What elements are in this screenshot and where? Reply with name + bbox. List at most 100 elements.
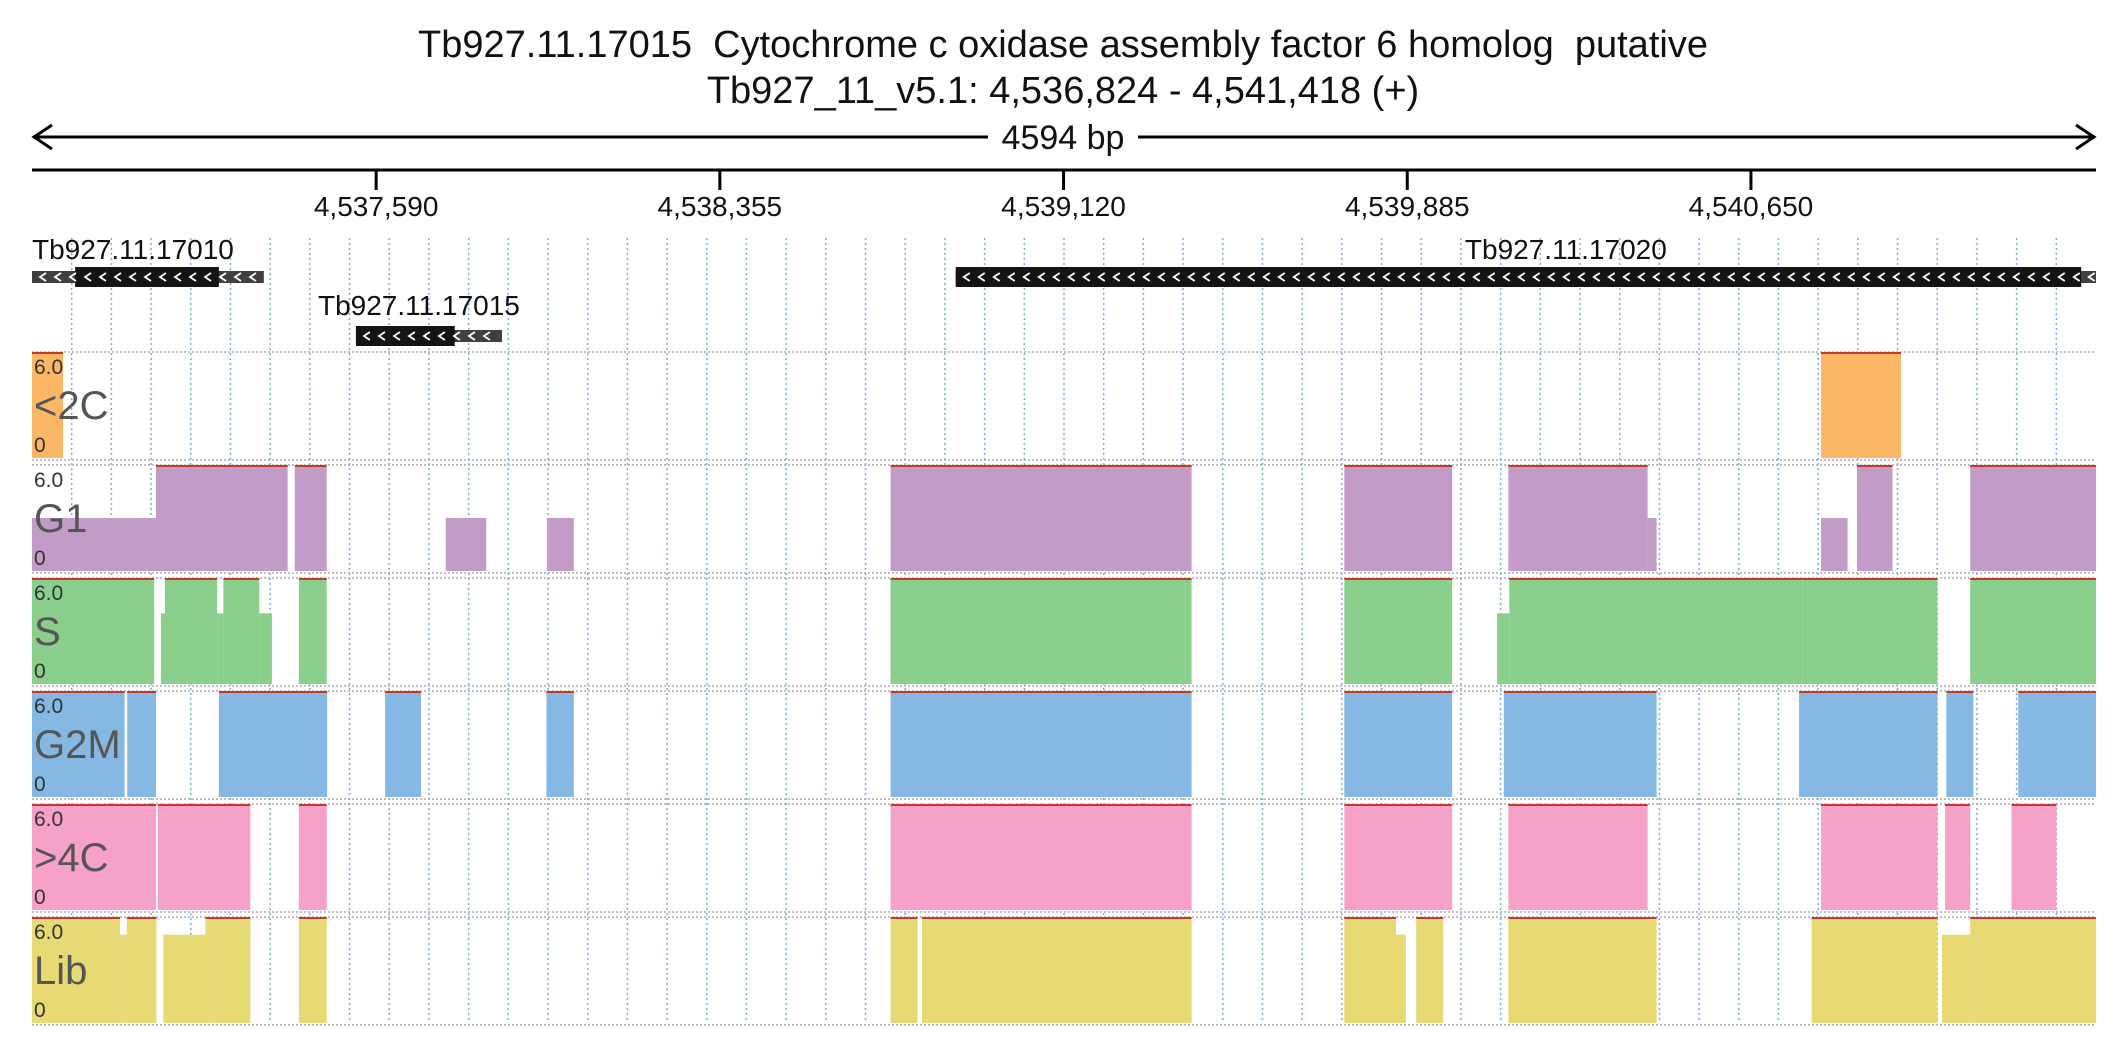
gene-strand-arrow (113, 272, 122, 282)
gene-strand-arrow (1457, 272, 1466, 282)
gene-strand-arrow (1952, 272, 1961, 282)
coverage-bar (156, 465, 201, 571)
gene-strand-arrow (1217, 272, 1226, 282)
gene-strand-arrow (1802, 272, 1811, 282)
span-arrow-right-head (2075, 123, 2097, 151)
coverage-bar (890, 691, 1192, 797)
gene-strand-arrow (1427, 272, 1436, 282)
span-arrow-left-head (31, 123, 53, 151)
gene-strand-arrow (1202, 272, 1211, 282)
gene-strand-arrow (1997, 272, 2006, 282)
gene-strand-arrow (248, 272, 257, 282)
coverage-bar (1497, 613, 1510, 684)
ruler-tick-label: 4,538,355 (658, 191, 783, 222)
gene-strand-arrow (1352, 272, 1361, 282)
gene-strand-arrow (1577, 272, 1586, 282)
gene-strand-arrow (1757, 272, 1766, 282)
coverage-bar (1344, 917, 1397, 1023)
span-label-bg (988, 120, 1138, 154)
gene-strand-arrow (467, 331, 476, 341)
coverage-bar (32, 917, 121, 1023)
gene-strand-arrow (203, 272, 212, 282)
coverage-bar (1821, 518, 1848, 571)
coverage-bar (2018, 691, 2096, 797)
gene-strand-arrow (392, 331, 401, 341)
coverage-bar (1344, 465, 1453, 571)
gene-strand-arrow (143, 272, 152, 282)
gene-strand-arrow (1112, 272, 1121, 282)
gene-strand-arrow (1412, 272, 1421, 282)
coverage-bar (922, 917, 1192, 1023)
coverage-bar (126, 917, 157, 1023)
coverage-bar (1508, 465, 1648, 571)
gene-strand-arrow (362, 331, 371, 341)
gene-strand-arrow (128, 272, 137, 282)
gene-strand-arrow (1817, 272, 1826, 282)
gene-strand-arrow (1517, 272, 1526, 282)
gene-strand-arrow (1862, 272, 1871, 282)
coverage-bar (1647, 518, 1657, 571)
coverage-bar (200, 465, 288, 571)
coverage-bar (385, 691, 422, 797)
coverage-bar (217, 613, 224, 684)
gene-strand-arrow (1142, 272, 1151, 282)
gene-strand-arrow (1607, 272, 1616, 282)
gene-strand-arrow (1382, 272, 1391, 282)
gene-strand-arrow (1667, 272, 1676, 282)
coverage-bar (546, 518, 574, 571)
gene-strand-arrow (422, 331, 431, 341)
gene-strand-arrow (1982, 272, 1991, 282)
coverage-bar (890, 465, 1192, 571)
gene-cds (355, 326, 455, 346)
ruler-tick-label: 4,539,885 (1345, 191, 1470, 222)
gene-strand-arrow (1037, 272, 1046, 282)
gene-strand-arrow (1127, 272, 1136, 282)
ruler-tick-label: 4,540,650 (1689, 191, 1814, 222)
track-ymin-label: 0 (34, 660, 46, 683)
gene-strand-arrow (98, 272, 107, 282)
gene-strand-arrow (1532, 272, 1541, 282)
span-label: 4594 bp (1002, 119, 1125, 157)
track-ymax-label: 6.0 (34, 469, 63, 492)
coverage-bar (2011, 804, 2057, 910)
track-ymax-label: 6.0 (34, 356, 63, 379)
coverage-bar (298, 917, 327, 1023)
coverage-bar (210, 917, 251, 1023)
gene-strand-arrow (1247, 272, 1256, 282)
coverage-bar (1970, 917, 2096, 1023)
gene-strand-arrow (1232, 272, 1241, 282)
ruler-tick-label: 4,539,120 (1001, 191, 1126, 222)
coverage-bar (298, 578, 327, 684)
coverage-bar (223, 578, 260, 684)
gene-strand-arrow (1652, 272, 1661, 282)
track-ymin-label: 0 (34, 773, 46, 796)
gene-strand-arrow (53, 272, 62, 282)
gene-strand-arrow (2072, 272, 2081, 282)
track-ymin-label: 0 (34, 547, 46, 570)
track-ymax-label: 6.0 (34, 695, 63, 718)
coverage-bar (1941, 934, 1971, 1023)
gene-strand-arrow (992, 272, 1001, 282)
gene-strand-arrow (1082, 272, 1091, 282)
gene-label: Tb927.11.17010 (32, 234, 234, 265)
gene-strand-arrow (68, 272, 77, 282)
gene-strand-arrow (38, 272, 47, 282)
coverage-bar (1802, 578, 1938, 684)
coverage-bar (32, 518, 157, 571)
track-name: G1 (34, 497, 87, 541)
gene-strand-arrow (1622, 272, 1631, 282)
gene-strand-arrow (1307, 272, 1316, 282)
gene-strand-arrow (1922, 272, 1931, 282)
gene-strand-arrow (2012, 272, 2021, 282)
coverage-bar (890, 578, 1192, 684)
gene-strand-arrow (1277, 272, 1286, 282)
gene-strand-arrow (1337, 272, 1346, 282)
gene-strand-arrow (452, 331, 461, 341)
coverage-bar (32, 804, 157, 910)
gene-strand-arrow (1727, 272, 1736, 282)
gene-strand-arrow (1742, 272, 1751, 282)
coverage-bar (32, 352, 64, 458)
track-ymin-label: 0 (34, 886, 46, 909)
gene-strand-arrow (1892, 272, 1901, 282)
gene-strand-arrow (1157, 272, 1166, 282)
